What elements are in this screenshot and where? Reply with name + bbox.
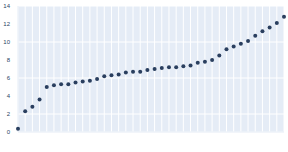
svg-text:10: 10 <box>8 39 11 45</box>
svg-text:2: 2 <box>8 111 11 117</box>
svg-text:0: 0 <box>8 129 11 135</box>
svg-text:4: 4 <box>8 93 11 99</box>
svg-text:14: 14 <box>8 3 11 9</box>
svg-text:12: 12 <box>8 21 11 27</box>
svg-text:6: 6 <box>8 75 11 81</box>
svg-text:8: 8 <box>8 57 11 63</box>
